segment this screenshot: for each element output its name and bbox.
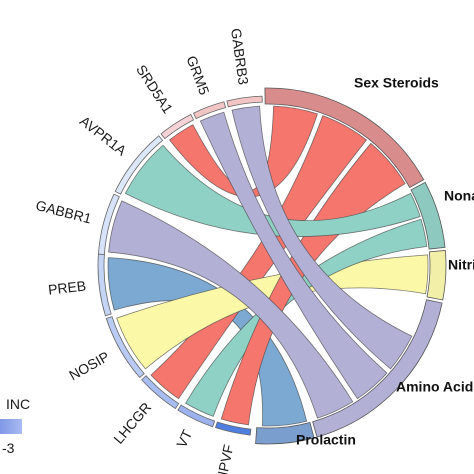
links-group (107, 105, 429, 427)
legend-title: INC (6, 396, 31, 412)
gene-arc-nosip (105, 316, 145, 379)
gene-arc-vt (177, 404, 216, 428)
pathway-label-sex-steroids: Sex Steroids (354, 75, 439, 91)
gene-label-avpr1a: AVPR1A (77, 113, 130, 159)
pathway-arc-sex-steroids (264, 87, 425, 189)
gene-arc-avpr1a (114, 135, 164, 195)
gene-label-nosip: NOSIP (66, 348, 112, 383)
gene-label-gabrb3: GABRB3 (228, 27, 252, 86)
gene-arc-npvf (214, 421, 252, 436)
link-gabrb3-amino-acids (231, 105, 413, 370)
gene-arc-preb (97, 253, 112, 317)
gene-label-grm5: GRM5 (183, 53, 212, 97)
gene-arc-grm5 (192, 101, 227, 120)
legend-color-swatch (0, 419, 22, 434)
link-avpr1a-nonapeptides (124, 144, 421, 237)
pathway-arc-amino-acids (312, 299, 443, 438)
gene-arc-srd5a1 (160, 113, 195, 140)
pathway-label-amino-acids: Amino Acids (396, 379, 474, 395)
legend-value: -3 (2, 440, 15, 456)
gene-label-gabbr1: GABBR1 (34, 197, 93, 227)
gene-label-npvf: NPVF (213, 443, 236, 474)
link-grm5-amino-acids (199, 111, 388, 400)
gene-label-srd5a1: SRD5A1 (133, 62, 176, 117)
gene-arc-gabbr1 (97, 193, 120, 255)
pathway-arc-prolactin (255, 421, 315, 445)
gene-label-vt: VT (173, 427, 195, 450)
pathway-label-nonapeptides: Nonapeptides (444, 188, 474, 204)
gene-arc-lhcgr (141, 375, 180, 410)
gene-label-preb: PREB (47, 277, 87, 297)
gene-label-lhcgr: LHCGR (110, 399, 154, 447)
pathway-label-prolactin: Prolactin (296, 432, 356, 448)
link-gabbr1-amino-acids (108, 200, 354, 419)
pathway-label-nitric-oxide: Nitric Oxide (448, 257, 474, 273)
pathway-arc-nonapeptides (410, 181, 446, 250)
pathway-arc-nitric-oxide (426, 250, 447, 301)
gene-arc-gabrb3 (226, 95, 263, 108)
